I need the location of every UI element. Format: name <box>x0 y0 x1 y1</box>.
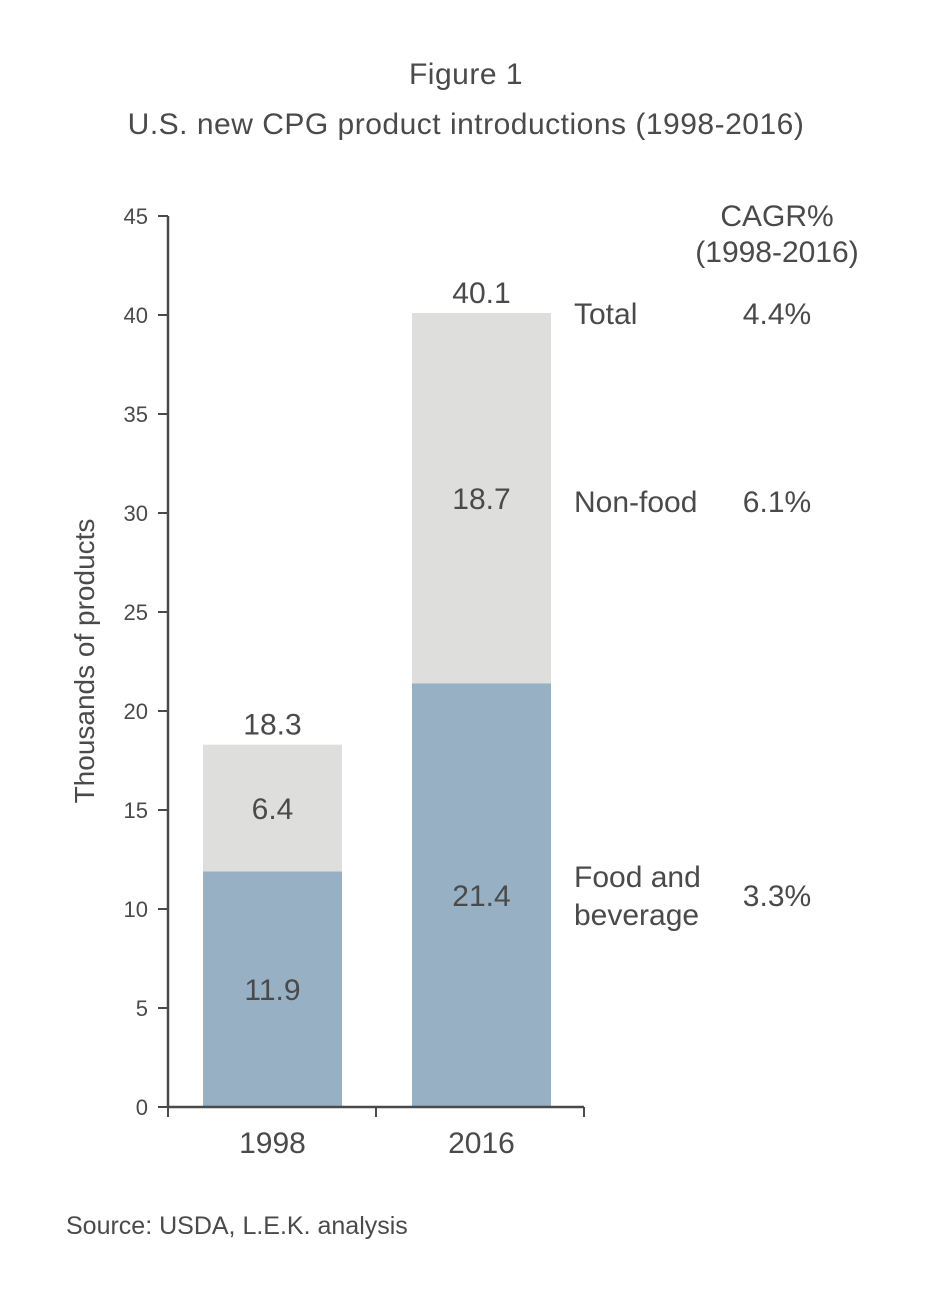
cagr-row-label: Non-food <box>574 486 697 519</box>
total-label: 40.1 <box>452 277 510 310</box>
bar-segment-1998-non-food <box>203 744 342 872</box>
cagr-row-label: Food and <box>574 861 701 894</box>
y-axis-title: Thousands of products <box>69 519 100 804</box>
y-axis-ticks: 0 5 10 15 20 25 30 35 40 45 <box>124 204 168 1120</box>
axes <box>166 216 585 1117</box>
bar-segment-2016-food-and-beverage <box>412 683 551 1107</box>
bar-segment-1998-food-and-beverage <box>203 871 342 1107</box>
cagr-row-label: beverage <box>574 899 699 932</box>
cagr-header-period: (1998-2016) <box>695 236 858 269</box>
cagr-header: CAGR% <box>720 200 833 233</box>
bar-labels: 11.9 6.4 18.3 21.4 18.7 40.1 <box>243 277 510 1007</box>
y-tick-label: 45 <box>124 204 148 229</box>
x-tick-label: 2016 <box>448 1127 515 1160</box>
y-tick-label: 20 <box>124 699 148 724</box>
x-tick-label: 1998 <box>239 1127 306 1160</box>
data-label: 11.9 <box>244 974 300 1007</box>
source-note: Source: USDA, L.E.K. analysis <box>66 1212 408 1240</box>
chart-title: U.S. new CPG product introductions (1998… <box>127 108 805 141</box>
y-tick-label: 5 <box>136 996 148 1021</box>
y-tick-label: 0 <box>136 1095 148 1120</box>
y-tick-label: 25 <box>124 600 148 625</box>
y-tick-label: 35 <box>124 402 148 427</box>
data-label: 21.4 <box>452 880 510 913</box>
bars <box>203 313 551 1107</box>
y-tick-label: 10 <box>124 897 148 922</box>
y-tick-label: 15 <box>124 798 148 823</box>
data-label: 18.7 <box>452 483 510 516</box>
cagr-panel: CAGR%(1998-2016) Total 4.4% Non-food 6.1% Foo… <box>574 200 859 932</box>
x-axis-labels: 1998 2016 <box>239 1127 515 1160</box>
cagr-row-label: Total <box>574 298 637 331</box>
y-tick-label: 40 <box>124 303 148 328</box>
cagr-row-value: 3.3% <box>743 880 811 913</box>
total-label: 18.3 <box>243 709 301 742</box>
bar-segment-2016-non-food <box>412 313 551 684</box>
figure-label: Figure 1 <box>408 58 524 91</box>
cagr-row-value: 6.1% <box>743 486 811 519</box>
data-label: 6.4 <box>252 793 294 826</box>
y-tick-label: 30 <box>124 501 148 526</box>
cagr-row-value: 4.4% <box>743 298 811 331</box>
